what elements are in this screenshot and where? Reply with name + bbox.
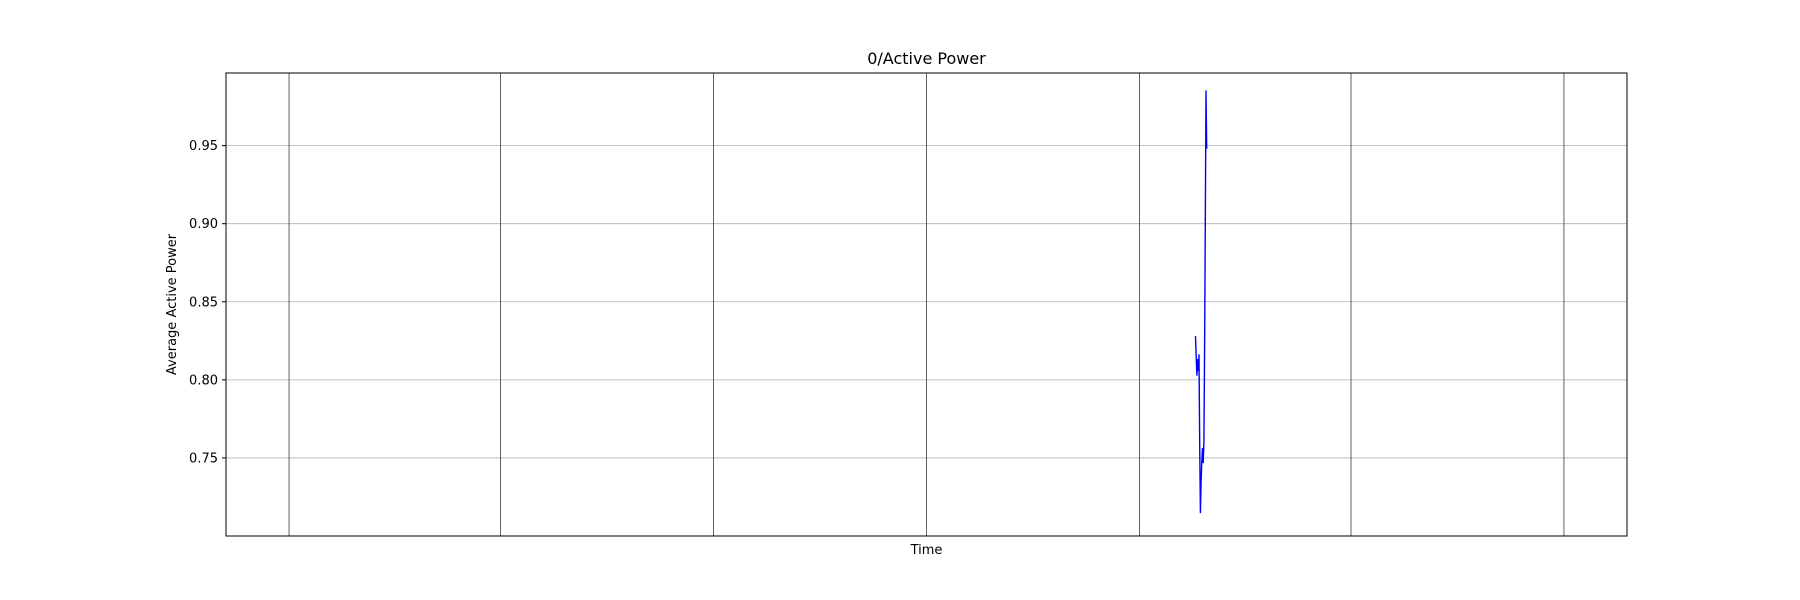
grid-layer [226,73,1627,536]
y-tick-label: 0.75 [189,451,218,466]
x-axis-label: Time [910,543,943,558]
y-tick-label: 0.90 [189,217,218,232]
y-tick-label: 0.95 [189,139,218,154]
chart-title: 0/Active Power [867,49,986,68]
y-tick-layer: 0.75 0.80 0.85 0.90 0.95 [189,139,226,466]
series-layer [1194,90,1208,514]
series-line [1194,90,1208,514]
plot-frame [225,72,1628,537]
y-axis-label: Average Active Power [165,233,180,375]
y-tick-label: 0.85 [189,295,218,310]
y-tick-label: 0.80 [189,373,218,388]
